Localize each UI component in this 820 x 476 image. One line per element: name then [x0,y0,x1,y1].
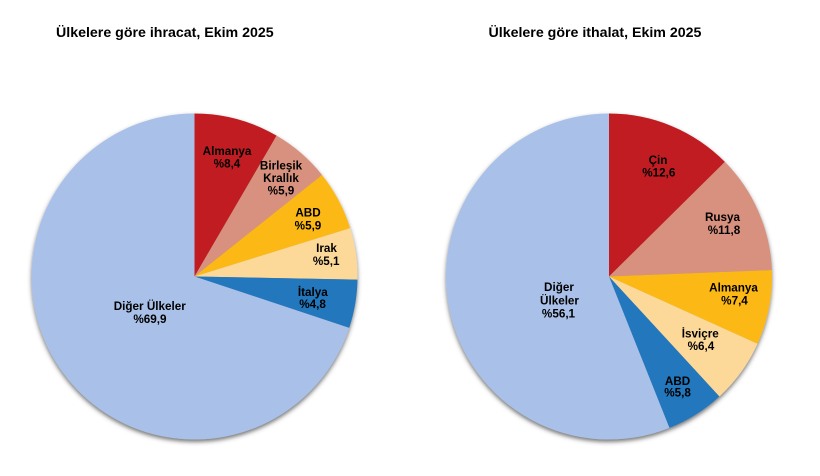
svg-text:%5,1: %5,1 [313,255,340,268]
svg-text:Çin: Çin [649,154,668,167]
svg-text:%6,4: %6,4 [688,340,715,353]
svg-text:Almanya: Almanya [709,281,758,294]
svg-text:Ülkelere göre ihracat, Ekim 20: Ülkelere göre ihracat, Ekim 2025 [56,24,274,41]
svg-text:Almanya: Almanya [203,145,252,158]
svg-text:İtalya: İtalya [298,286,328,299]
svg-text:Rusya: Rusya [705,211,741,224]
svg-text:%12,6: %12,6 [642,166,676,179]
svg-text:%5,9: %5,9 [268,185,295,198]
svg-text:%8,4: %8,4 [214,157,241,170]
svg-text:%11,8: %11,8 [708,224,741,237]
svg-text:Diğer: Diğer [544,281,574,294]
svg-text:ABD: ABD [295,206,320,219]
svg-text:%5,9: %5,9 [295,219,322,232]
svg-text:%56,1: %56,1 [542,308,576,321]
svg-text:Ülkelere göre ithalat, Ekim 20: Ülkelere göre ithalat, Ekim 2025 [489,24,702,41]
svg-text:Krallık: Krallık [263,172,299,185]
svg-text:ABD: ABD [665,375,690,388]
svg-text:%5,8: %5,8 [664,387,691,400]
svg-text:Ülkeler: Ülkeler [540,295,579,308]
svg-text:%69,9: %69,9 [133,313,167,326]
svg-text:Irak: Irak [316,242,337,255]
svg-text:%7,4: %7,4 [721,294,748,307]
svg-text:Birleşik: Birleşik [260,160,303,173]
svg-text:Diğer Ülkeler: Diğer Ülkeler [114,300,187,313]
svg-text:İsviçre: İsviçre [682,327,720,340]
svg-text:%4,8: %4,8 [299,298,326,311]
